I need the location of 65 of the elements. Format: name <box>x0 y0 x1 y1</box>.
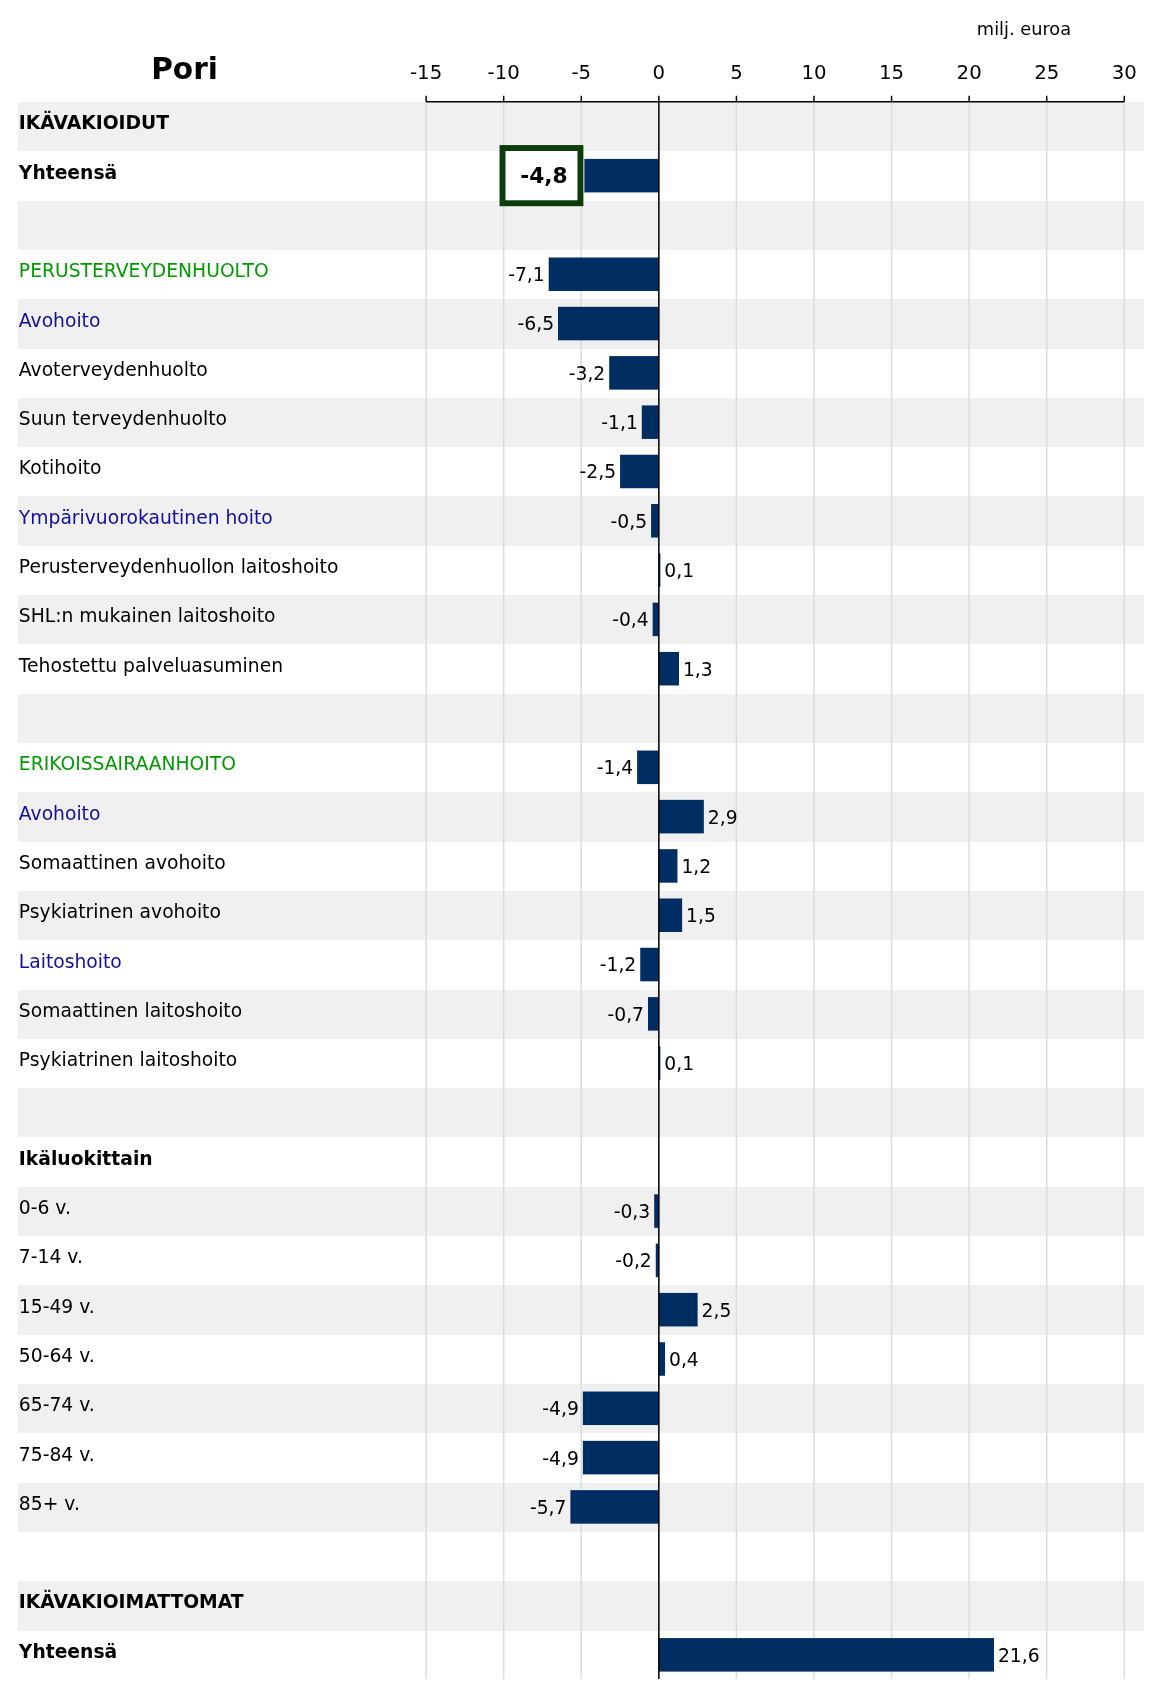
y-tick-label: Somaattinen avohoito <box>18 851 226 873</box>
y-tick-label: IKÄVAKIOIMATTOMAT <box>18 1589 244 1613</box>
x-tick-label: 0 <box>652 61 666 84</box>
y-tick-label: Tehostettu palveluasuminen <box>17 654 284 676</box>
data-label: -5,7 <box>529 1496 567 1518</box>
x-tick-label: 30 <box>1111 61 1137 84</box>
data-label: -4,8 <box>520 162 568 188</box>
x-axis-title: milj. euroa <box>976 18 1072 39</box>
x-tick-label: -10 <box>487 61 520 84</box>
y-tick-label: SHL:n mukainen laitoshoito <box>18 605 276 627</box>
data-label: -7,1 <box>508 264 545 286</box>
y-tick-label: 15-49 v. <box>18 1295 95 1317</box>
y-tick-label: Suun terveydenhuolto <box>18 408 227 430</box>
x-tick-label: 10 <box>801 61 827 84</box>
y-tick-label: 0-6 v. <box>18 1197 71 1219</box>
y-tick-label: Perusterveydenhuollon laitoshoito <box>18 556 339 578</box>
text: Pori <box>151 52 218 86</box>
data-label: -0,2 <box>615 1250 652 1272</box>
data-label: 0,4 <box>669 1348 699 1370</box>
y-tick-label: 75-84 v. <box>18 1443 95 1465</box>
y-tick-label: Kotihoito <box>18 457 102 479</box>
y-tick-label: Avohoito <box>18 309 101 331</box>
data-label: -0,4 <box>612 609 649 631</box>
data-label: 21,6 <box>997 1644 1040 1666</box>
y-tick-label: Laitoshoito <box>18 950 122 972</box>
data-label: -0,7 <box>607 1003 645 1025</box>
data-label: -4,9 <box>542 1447 579 1469</box>
data-label: 0,1 <box>664 1053 695 1075</box>
y-tick-label: Psykiatrinen avohoito <box>18 901 221 923</box>
y-tick-label: 50-64 v. <box>18 1344 95 1366</box>
y-tick-label: Psykiatrinen laitoshoito <box>18 1049 238 1071</box>
data-label: -1,4 <box>596 757 634 779</box>
x-tick-label: -15 <box>410 61 443 84</box>
y-tick-label: Yhteensä <box>17 1640 118 1662</box>
data-label: -2,5 <box>579 461 617 483</box>
x-tick-label: -5 <box>571 61 592 84</box>
y-tick-label: ERIKOISSAIRAANHOITO <box>18 753 237 775</box>
y-tick-label: Somaattinen laitoshoito <box>18 999 243 1021</box>
data-label: -0,5 <box>610 510 648 532</box>
y-tick-label: Avoterveydenhuolto <box>18 358 208 380</box>
data-label: -0,3 <box>613 1200 651 1222</box>
data-label: 1,5 <box>686 905 716 927</box>
x-tick-label: 15 <box>879 61 905 84</box>
y-tick-label: Yhteensä <box>17 161 118 183</box>
data-label: 2,9 <box>707 806 738 828</box>
data-label: -1,2 <box>599 954 637 976</box>
y-tick-label: 85+ v. <box>18 1492 80 1514</box>
data-label: 1,3 <box>682 658 713 680</box>
x-tick-label: 5 <box>730 61 743 84</box>
data-label: 0,1 <box>664 559 695 581</box>
data-label: 2,5 <box>701 1299 732 1321</box>
data-label: -4,9 <box>542 1398 579 1420</box>
x-tick-label: 25 <box>1034 61 1060 84</box>
y-tick-label: 65-74 v. <box>18 1394 95 1416</box>
y-tick-label: Ympärivuorokautinen hoito <box>17 506 273 528</box>
data-label: -3,2 <box>568 362 606 384</box>
y-tick-label: Ikäluokittain <box>18 1147 153 1169</box>
data-label: -6,5 <box>517 313 555 335</box>
y-tick-label: 7-14 v. <box>18 1246 83 1268</box>
data-label: 1,2 <box>681 855 712 877</box>
x-tick-label: 20 <box>956 61 982 84</box>
data-label: -1,1 <box>601 412 638 434</box>
y-tick-label: Avohoito <box>18 802 101 824</box>
y-tick-label: IKÄVAKIOIDUT <box>18 110 170 134</box>
y-tick-label: PERUSTERVEYDENHUOLTO <box>18 260 269 282</box>
